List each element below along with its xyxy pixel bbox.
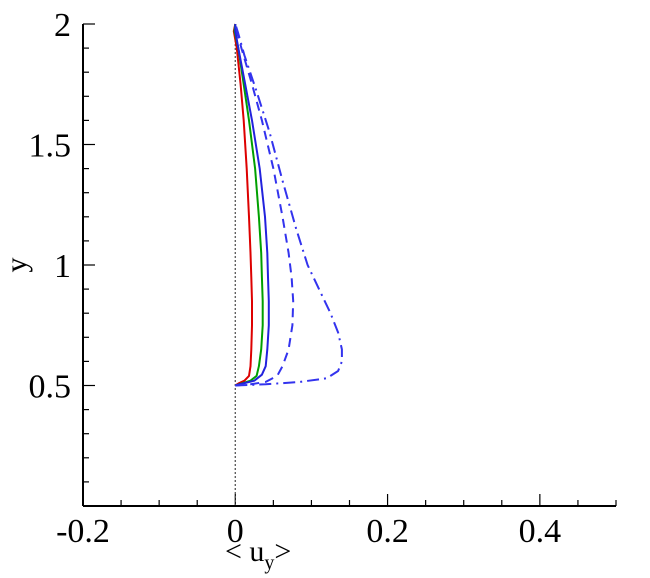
x-tick-label: 0.2: [366, 513, 409, 550]
x-axis-title: < uy>: [225, 535, 291, 574]
x-axis-title-post: >: [274, 535, 291, 568]
x-axis-title-pre: < u: [225, 535, 264, 568]
series-line-1: [232, 23, 253, 387]
x-tick-label: 0: [227, 513, 244, 550]
y-axis-title: y: [0, 258, 33, 273]
minor-ticks: [83, 47, 617, 506]
series-line-5: [234, 23, 343, 387]
x-tick-label: 0.4: [519, 513, 562, 550]
y-tick-label: 1: [54, 248, 71, 285]
x-tick-label: -0.2: [56, 513, 110, 550]
major-ticks: [82, 23, 541, 506]
tick-labels: -0.2 0 0.2 0.4 0.5 1 1.5 2: [29, 7, 562, 550]
series-group: [232, 23, 343, 387]
y-tick-label: 1.5: [29, 128, 72, 165]
y-tick-label: 0.5: [29, 369, 72, 406]
x-axis-title-sub: y: [264, 552, 274, 574]
y-tick-label: 2: [54, 7, 71, 44]
series-line-3: [234, 24, 270, 387]
